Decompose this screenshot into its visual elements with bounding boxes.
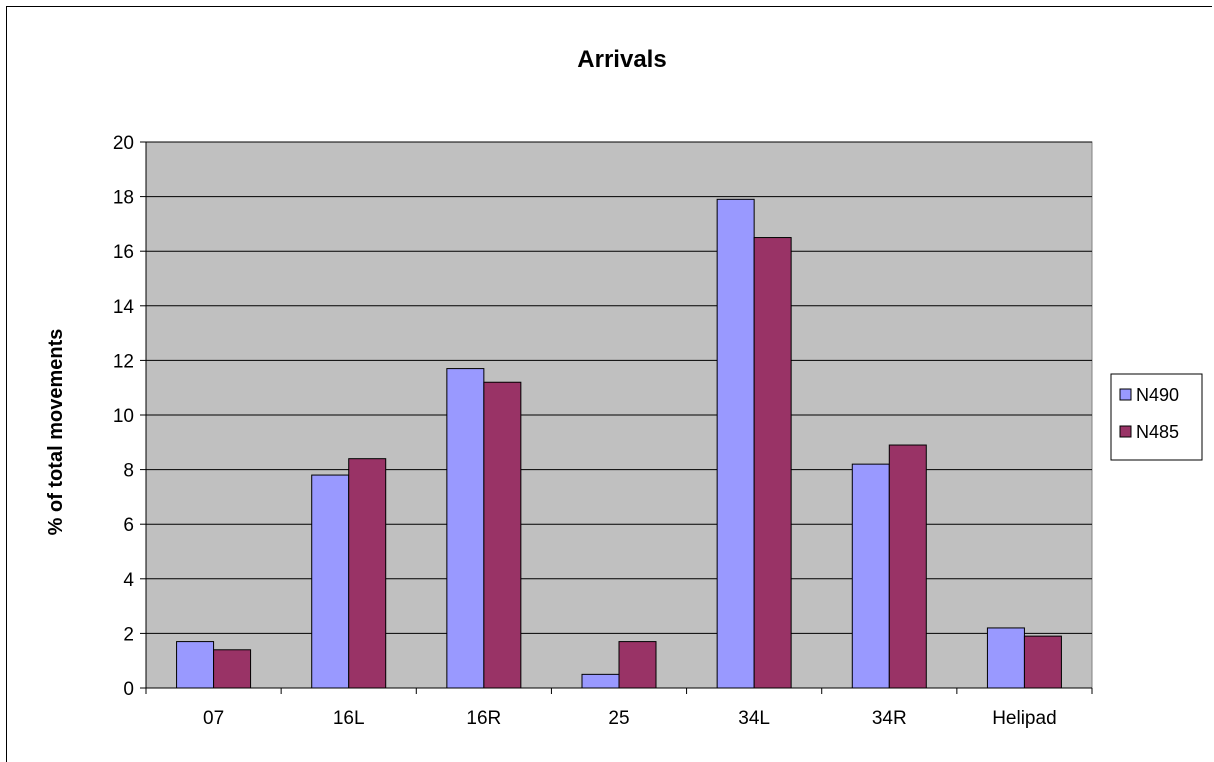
legend-swatch-n485 <box>1119 425 1132 438</box>
bar-n490-16r <box>446 368 485 689</box>
y-tick-label: 20 <box>113 133 134 154</box>
chart-title: Arrivals <box>577 46 666 73</box>
y-tick-label: 18 <box>113 188 134 209</box>
y-tick-label: 0 <box>123 679 134 700</box>
x-category-label: 25 <box>608 708 629 729</box>
x-category-label: 16L <box>333 708 365 729</box>
bar-n490-helipad <box>986 627 1025 689</box>
y-tick-label: 8 <box>123 461 134 482</box>
legend-label-n485: N485 <box>1136 422 1179 442</box>
bar-n485-helipad <box>1023 635 1062 689</box>
bars <box>176 198 1062 689</box>
bar-n490-16l <box>311 474 350 689</box>
axes <box>140 141 1093 694</box>
bar-n485-16r <box>483 381 522 689</box>
legend-box <box>1110 373 1203 461</box>
y-tick-label: 16 <box>113 242 134 263</box>
bar-n485-34l <box>753 237 792 689</box>
bar-n485-16l <box>348 458 387 689</box>
bar-n490-34r <box>851 463 890 689</box>
x-category-label: 34R <box>872 708 907 729</box>
x-category-label: Helipad <box>992 708 1056 729</box>
y-axis-label: % of total movements <box>45 329 67 536</box>
legend-label-n490: N490 <box>1136 385 1179 405</box>
x-category-label: 34L <box>738 708 770 729</box>
bar-n490-25 <box>581 673 620 689</box>
y-tick-label: 4 <box>123 570 134 591</box>
chart-frame <box>6 6 1212 762</box>
bar-n485-25 <box>618 641 657 689</box>
y-tick-label: 6 <box>123 515 134 536</box>
y-tick-labels: 0 2 4 6 8 10 12 14 16 18 20 <box>113 133 135 700</box>
legend: N490 N485 <box>1110 373 1203 461</box>
legend-swatch-n490 <box>1119 388 1132 401</box>
y-tick-label: 2 <box>123 624 134 645</box>
bar-n485-34r <box>888 444 927 689</box>
x-category-labels: 07 16L 16R 25 34L 34R Helipad <box>203 708 1057 729</box>
bar-n490-07 <box>176 641 215 689</box>
y-tick-label: 10 <box>113 406 134 427</box>
x-category-label: 16R <box>466 708 501 729</box>
x-category-label: 07 <box>203 708 224 729</box>
y-tick-label: 12 <box>113 351 134 372</box>
bar-n490-34l <box>716 198 755 689</box>
gridlines <box>146 141 1092 634</box>
y-tick-label: 14 <box>113 297 135 318</box>
bar-n485-07 <box>213 649 252 689</box>
